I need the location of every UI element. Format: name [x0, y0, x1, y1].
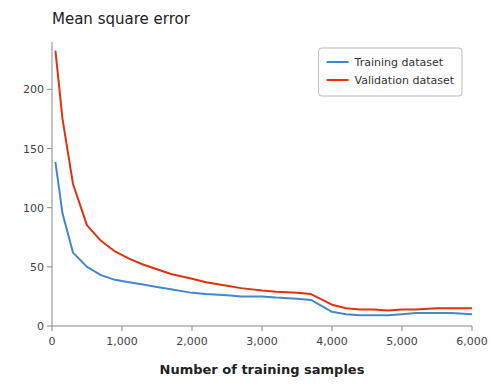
- y-axis: 0 50 100 150 200: [23, 83, 52, 333]
- y-tick-label: 0: [37, 320, 44, 333]
- y-tick: [47, 326, 52, 327]
- y-axis-line: [52, 42, 53, 326]
- y-tick: [47, 207, 52, 208]
- x-tick-label: 0: [49, 335, 56, 348]
- y-tick-label: 100: [23, 202, 44, 215]
- legend-swatch: [327, 61, 349, 63]
- x-tick-label: 1,000: [106, 335, 138, 348]
- y-tick-label: 150: [23, 143, 44, 156]
- series-line: [56, 163, 473, 316]
- x-tick-label: 2,000: [176, 335, 208, 348]
- y-tick-label: 200: [23, 83, 44, 96]
- chart: Mean square error 0 1,000 2,000 3,000 4,000 5,…: [0, 0, 500, 388]
- x-tick-label: 3,000: [246, 335, 278, 348]
- x-tick: [472, 326, 473, 331]
- x-tick: [402, 326, 403, 331]
- chart-container: Mean square error 0 1,000 2,000 3,000 4,000 5,…: [0, 0, 500, 388]
- x-tick: [52, 326, 53, 331]
- legend-swatch: [327, 79, 349, 81]
- x-tick: [332, 326, 333, 331]
- legend-box: [319, 48, 462, 96]
- x-tick: [122, 326, 123, 331]
- x-axis-label: Number of training samples: [160, 362, 365, 377]
- legend: Training dataset Validation dataset: [319, 48, 462, 96]
- y-tick-label: 50: [30, 261, 44, 274]
- legend-label: Validation dataset: [355, 74, 455, 87]
- x-tick: [192, 326, 193, 331]
- y-tick: [47, 148, 52, 149]
- title: Mean square error: [52, 10, 191, 28]
- x-tick-label: 6,000: [456, 335, 488, 348]
- x-tick-label: 5,000: [386, 335, 418, 348]
- x-tick: [262, 326, 263, 331]
- legend-label: Training dataset: [354, 56, 444, 69]
- x-axis: 0 1,000 2,000 3,000 4,000 5,000 6,000: [49, 326, 488, 348]
- y-tick: [47, 89, 52, 90]
- x-tick-label: 4,000: [316, 335, 348, 348]
- y-tick: [47, 266, 52, 267]
